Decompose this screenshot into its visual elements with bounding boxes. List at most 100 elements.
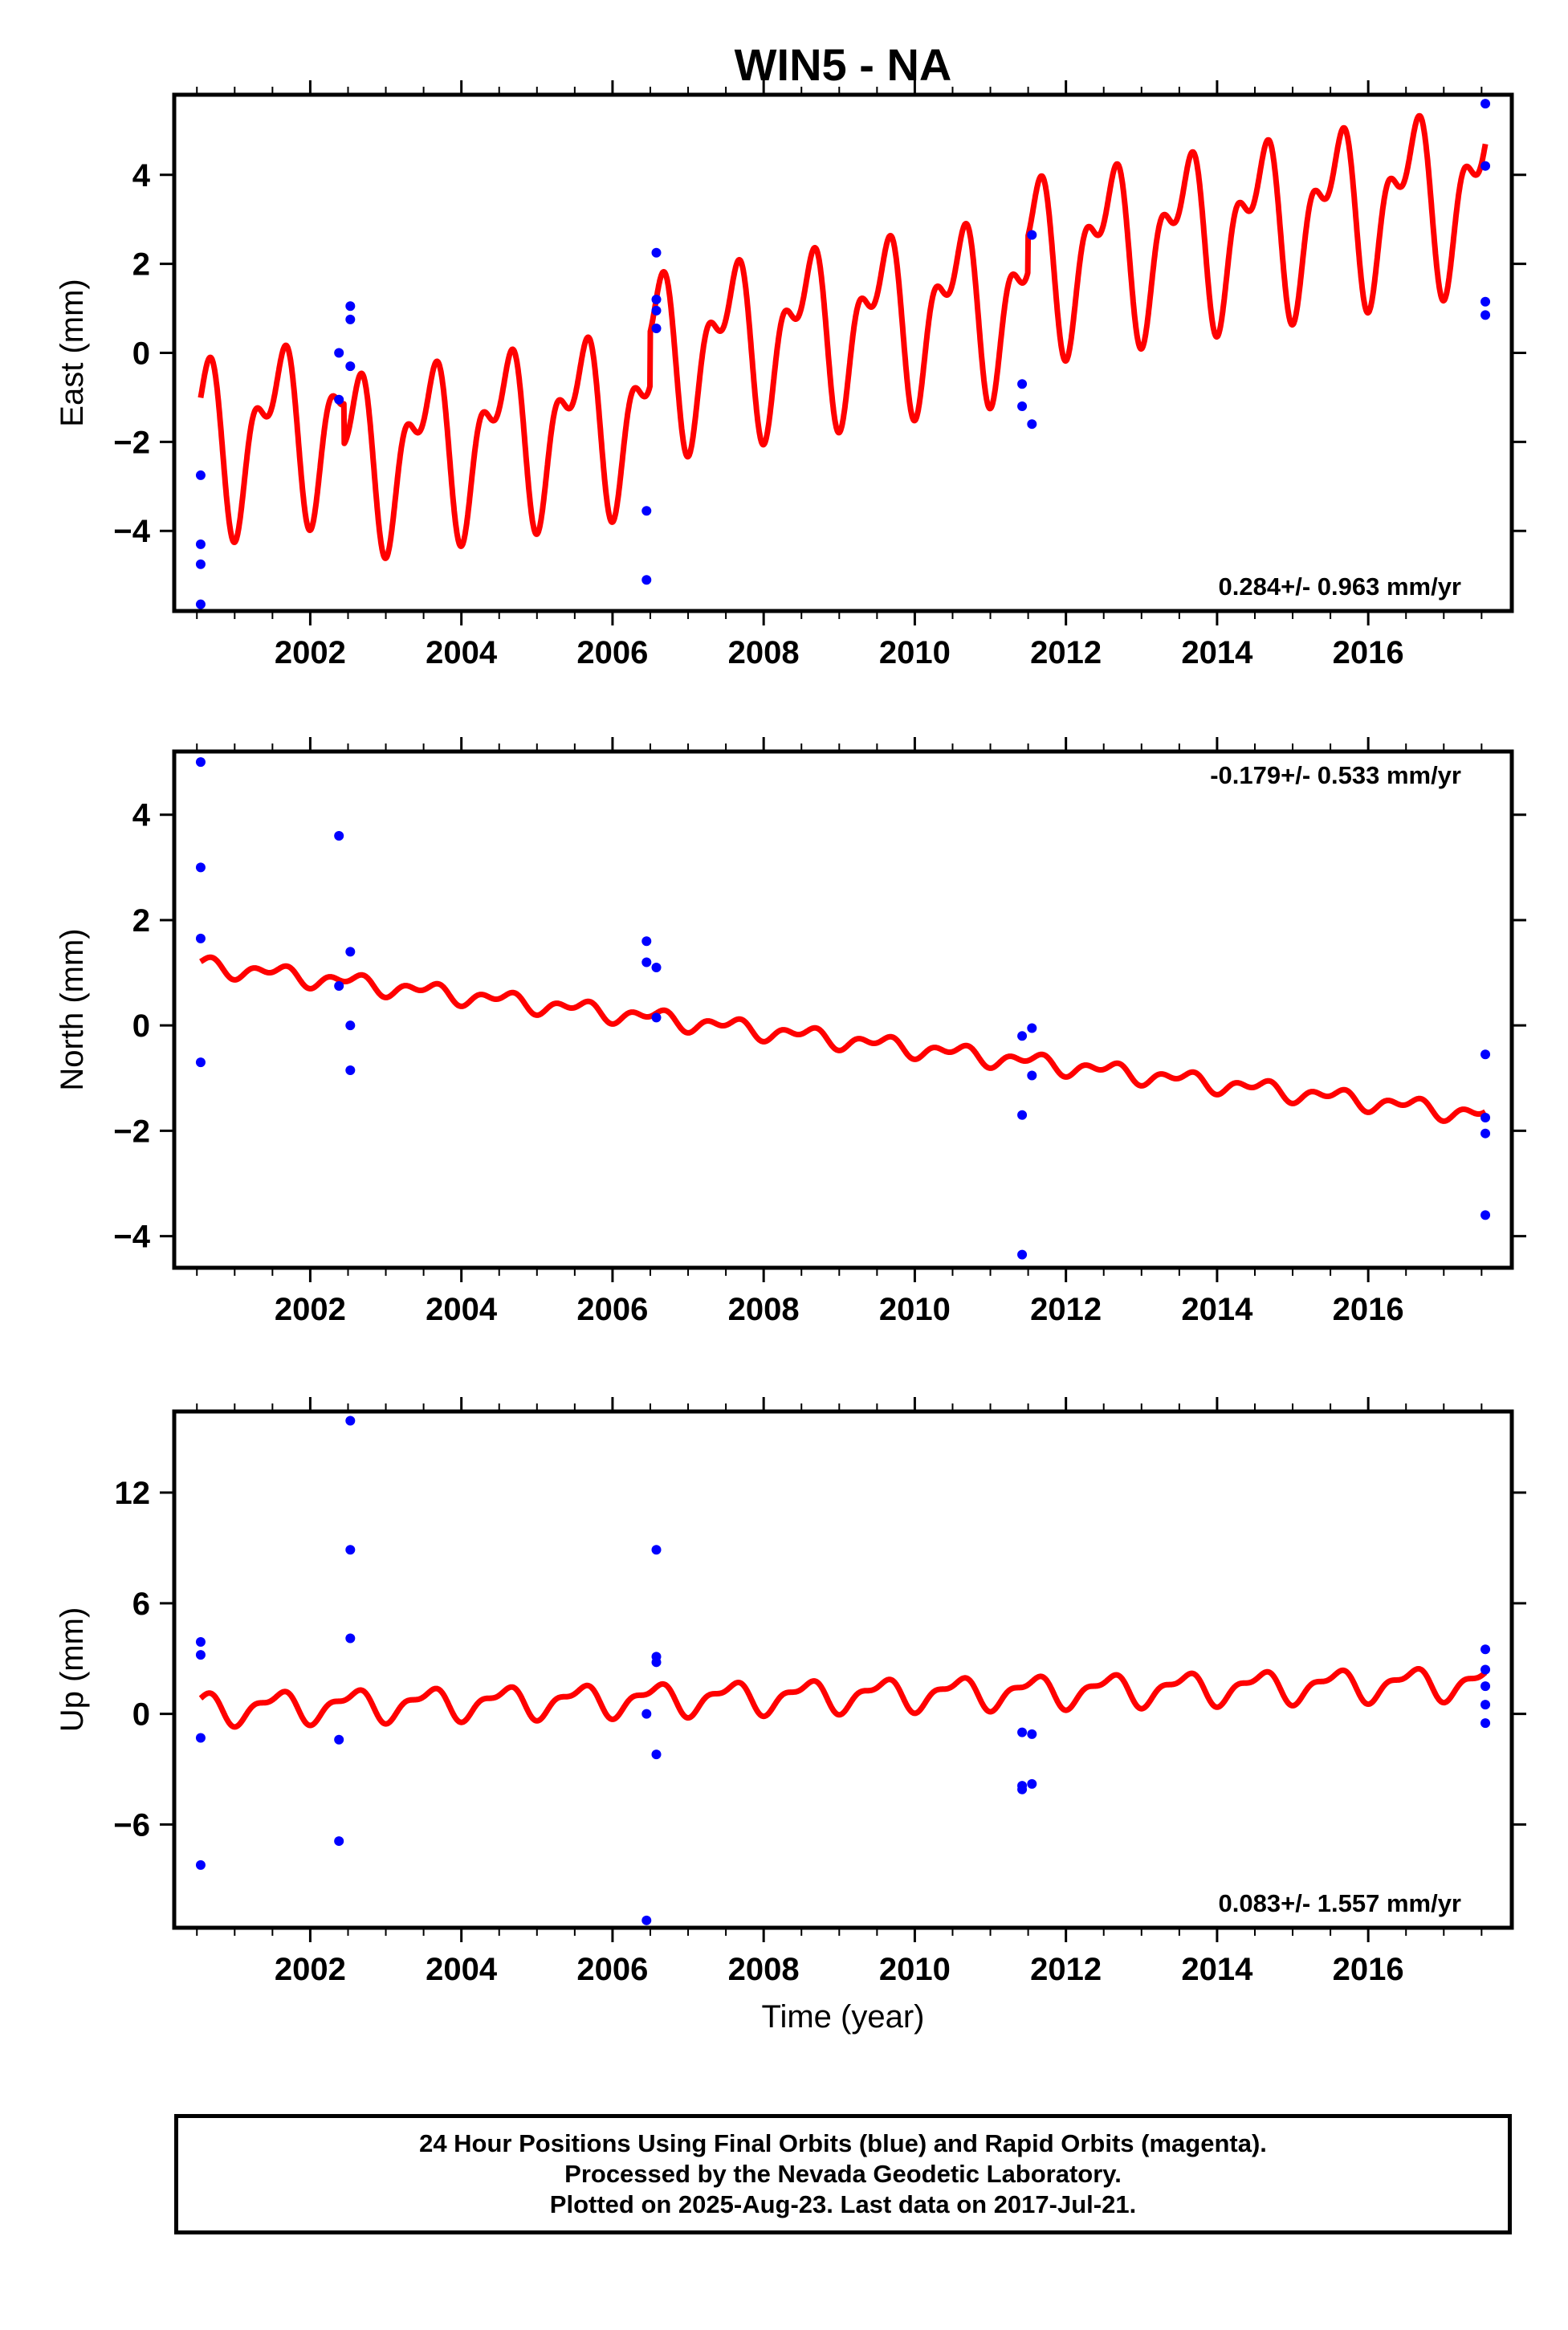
data-point	[1480, 1128, 1491, 1139]
data-point	[195, 1860, 206, 1870]
data-point	[641, 506, 652, 516]
x-tick-label: 2014	[1181, 1952, 1253, 1987]
chart-title: WIN5 - NA	[735, 39, 952, 90]
data-point	[1480, 1700, 1491, 1710]
data-point	[1017, 1249, 1028, 1260]
data-point	[1027, 1778, 1037, 1789]
model-fit-line	[198, 112, 1489, 561]
data-point	[345, 1416, 356, 1426]
data-point	[1480, 1049, 1491, 1060]
x-tick-label: 2014	[1181, 635, 1253, 670]
data-point	[195, 862, 206, 873]
x-tick-label: 2004	[426, 635, 498, 670]
data-point	[1017, 1727, 1028, 1737]
data-point	[651, 247, 662, 258]
data-point	[1480, 1210, 1491, 1220]
x-tick-label: 2008	[728, 1952, 800, 1987]
x-tick-label: 2010	[879, 635, 951, 670]
data-point	[345, 1545, 356, 1555]
data-point	[651, 963, 662, 973]
data-point	[1017, 1031, 1028, 1041]
data-point	[334, 980, 344, 991]
data-point	[651, 1012, 662, 1023]
data-point	[1017, 1110, 1028, 1120]
x-tick-label: 2016	[1333, 1952, 1404, 1987]
y-tick-label: 0	[132, 1697, 150, 1733]
x-tick-label: 2016	[1333, 1292, 1404, 1327]
x-tick-label: 2002	[275, 1292, 346, 1327]
data-point	[651, 294, 662, 304]
x-tick-label: 2002	[275, 635, 346, 670]
data-point	[641, 575, 652, 585]
x-tick-label: 2006	[576, 635, 648, 670]
y-tick-label: −2	[113, 1114, 150, 1149]
x-tick-label: 2012	[1030, 1292, 1102, 1327]
data-point	[345, 1065, 356, 1075]
data-point	[651, 1750, 662, 1760]
data-point	[334, 1836, 344, 1847]
x-tick-label: 2008	[728, 635, 800, 670]
data-point	[1480, 99, 1491, 109]
data-point	[651, 1657, 662, 1668]
data-point	[195, 1650, 206, 1660]
y-tick-label: 2	[132, 247, 150, 283]
data-point	[1480, 296, 1491, 307]
data-point	[1480, 1681, 1491, 1692]
footer-line-2: Processed by the Nevada Geodetic Laborat…	[564, 2160, 1122, 2188]
data-point	[1027, 1023, 1037, 1033]
footer-line-1: 24 Hour Positions Using Final Orbits (bl…	[419, 2129, 1267, 2157]
y-tick-label: −6	[113, 1807, 150, 1843]
north-panel: 2002 2004 2006 2008 2010 2012 2014 2016 −4 −2 0 2 4 N…	[55, 737, 1526, 1327]
data-point	[345, 314, 356, 324]
x-tick-label: 2014	[1181, 1292, 1253, 1327]
data-point	[1017, 1784, 1028, 1794]
data-point	[1027, 230, 1037, 240]
data-point	[345, 1633, 356, 1644]
y-axis-label: Up (mm)	[55, 1607, 90, 1733]
data-point	[345, 947, 356, 957]
plot-frame	[172, 92, 1514, 613]
footer-note: 24 Hour Positions Using Final Orbits (bl…	[174, 2114, 1512, 2234]
data-point	[1480, 1718, 1491, 1729]
data-point	[1480, 1664, 1491, 1675]
up-panel: 2002 2004 2006 2008 2010 2012 2014 2016 −6 0 6 12 Up…	[55, 1397, 1526, 1987]
y-tick-label: −4	[113, 514, 150, 549]
y-tick-label: −2	[113, 425, 150, 460]
rate-label: 0.083+/- 1.557 mm/yr	[1219, 1889, 1461, 1917]
data-point	[334, 394, 344, 405]
x-axis-label: Time (year)	[762, 1999, 925, 2035]
model-fit-line	[198, 1666, 1489, 1730]
x-tick-label: 2012	[1030, 1952, 1102, 1987]
y-tick-label: 4	[132, 158, 151, 193]
x-tick-label: 2006	[576, 1292, 648, 1327]
x-tick-label: 2002	[275, 1952, 346, 1987]
plot-frame	[172, 749, 1514, 1270]
data-point	[651, 1545, 662, 1555]
data-point	[1027, 1729, 1037, 1739]
data-point	[1480, 161, 1491, 171]
data-point	[641, 957, 652, 967]
rate-label: -0.179+/- 0.533 mm/yr	[1210, 761, 1461, 789]
data-point	[1480, 310, 1491, 320]
data-point	[1017, 379, 1028, 389]
data-point	[195, 1637, 206, 1648]
data-point	[1027, 419, 1037, 430]
model-fit-line	[198, 954, 1489, 1124]
data-point	[1017, 401, 1028, 412]
east-panel: 2002 2004 2006 2008 2010 2012 2014 2016 −4 −2 0 2 4 E…	[55, 80, 1526, 670]
data-point	[651, 305, 662, 316]
data-point	[641, 1709, 652, 1719]
data-point	[641, 1915, 652, 1925]
data-point	[345, 301, 356, 312]
y-tick-label: 6	[132, 1587, 150, 1622]
data-point	[195, 599, 206, 609]
data-point	[195, 757, 206, 768]
y-axis-label: North (mm)	[55, 928, 90, 1090]
data-point	[334, 830, 344, 841]
data-point	[1480, 1113, 1491, 1123]
x-tick-label: 2004	[426, 1952, 498, 1987]
data-point	[195, 539, 206, 549]
y-axis-label: East (mm)	[55, 279, 90, 426]
data-point	[345, 1020, 356, 1031]
data-point	[345, 361, 356, 372]
